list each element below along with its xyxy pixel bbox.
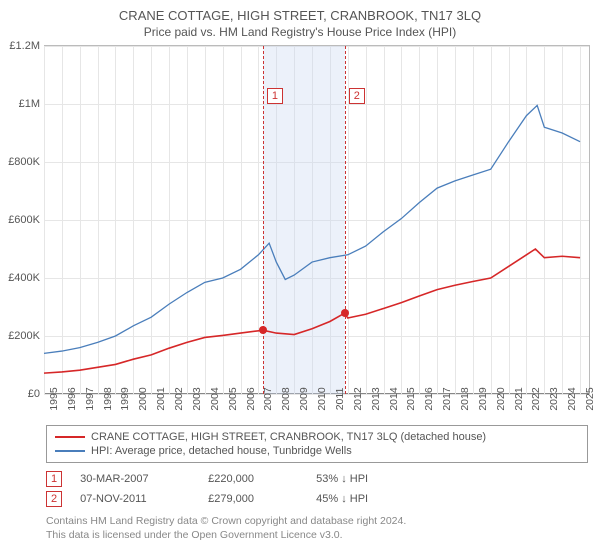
legend-label: CRANE COTTAGE, HIGH STREET, CRANBROOK, T…	[91, 431, 486, 443]
event-row-tag: 2	[46, 491, 62, 507]
x-tick-label: 2001	[151, 387, 167, 410]
x-tick-label: 2003	[187, 387, 203, 410]
event-marker	[259, 326, 267, 334]
x-tick-label: 2024	[562, 387, 578, 410]
footer-line: Contains HM Land Registry data © Crown c…	[46, 515, 588, 529]
x-tick-label: 1998	[98, 387, 114, 410]
chart-subtitle: Price paid vs. HM Land Registry's House …	[0, 23, 600, 45]
x-tick-label: 2012	[348, 387, 364, 410]
y-tick-label: £0	[28, 388, 44, 400]
x-tick-label: 2021	[509, 387, 525, 410]
event-row-date: 07-NOV-2011	[80, 493, 190, 505]
event-row-delta: 53% ↓ HPI	[316, 473, 368, 485]
x-tick-label: 2016	[419, 387, 435, 410]
x-tick-label: 1996	[62, 387, 78, 410]
footer-line: This data is licensed under the Open Gov…	[46, 529, 588, 543]
x-tick-label: 2007	[258, 387, 274, 410]
event-row-price: £220,000	[208, 473, 298, 485]
legend-label: HPI: Average price, detached house, Tunb…	[91, 445, 352, 457]
event-line	[263, 46, 264, 394]
x-tick-label: 2025	[580, 387, 596, 410]
x-tick-label: 2017	[437, 387, 453, 410]
x-labels: 1995199619971998199920002001200220032004…	[44, 393, 590, 415]
x-tick-label: 2014	[384, 387, 400, 410]
legend-swatch	[55, 450, 85, 452]
event-row: 1 30-MAR-2007 £220,000 53% ↓ HPI	[46, 469, 588, 489]
event-row-date: 30-MAR-2007	[80, 473, 190, 485]
y-tick-label: £600K	[8, 214, 44, 226]
x-tick-label: 2019	[473, 387, 489, 410]
x-tick-label: 2005	[223, 387, 239, 410]
x-tick-label: 2002	[169, 387, 185, 410]
footer-attribution: Contains HM Land Registry data © Crown c…	[46, 515, 588, 542]
event-row-delta: 45% ↓ HPI	[316, 493, 368, 505]
chart-title: CRANE COTTAGE, HIGH STREET, CRANBROOK, T…	[0, 0, 600, 23]
x-tick-label: 2011	[330, 388, 346, 411]
event-tag: 2	[349, 88, 365, 104]
event-row-tag: 1	[46, 471, 62, 487]
x-tick-label: 2020	[491, 387, 507, 410]
x-tick-label: 1997	[80, 387, 96, 410]
x-tick-label: 2023	[544, 387, 560, 410]
y-tick-label: £1M	[19, 98, 44, 110]
plot-area: £0£200K£400K£600K£800K£1M£1.2M12	[44, 45, 590, 394]
y-tick-label: £400K	[8, 272, 44, 284]
x-tick-label: 2010	[312, 387, 328, 410]
event-marker	[341, 309, 349, 317]
x-tick-label: 2018	[455, 387, 471, 410]
legend-swatch	[55, 436, 85, 438]
x-tick-label: 2022	[526, 387, 542, 410]
legend-row: HPI: Average price, detached house, Tunb…	[55, 444, 579, 458]
x-tick-label: 2009	[294, 387, 310, 410]
events-table: 1 30-MAR-2007 £220,000 53% ↓ HPI 2 07-NOV-201…	[46, 469, 588, 509]
x-tick-label: 2004	[205, 387, 221, 410]
chart-area: £0£200K£400K£600K£800K£1M£1.2M12 1995199…	[44, 45, 590, 415]
y-tick-label: £1.2M	[9, 40, 44, 52]
y-tick-label: £800K	[8, 156, 44, 168]
legend-row: CRANE COTTAGE, HIGH STREET, CRANBROOK, T…	[55, 430, 579, 444]
event-tag: 1	[267, 88, 283, 104]
x-tick-label: 1995	[44, 387, 60, 410]
series-line	[44, 105, 580, 353]
x-tick-label: 2015	[401, 387, 417, 410]
x-tick-label: 1999	[115, 387, 131, 410]
x-tick-label: 2000	[133, 387, 149, 410]
legend: CRANE COTTAGE, HIGH STREET, CRANBROOK, T…	[46, 425, 588, 463]
series-svg	[44, 46, 589, 394]
x-tick-label: 2006	[241, 387, 257, 410]
y-tick-label: £200K	[8, 330, 44, 342]
event-row: 2 07-NOV-2011 £279,000 45% ↓ HPI	[46, 489, 588, 509]
x-tick-label: 2013	[366, 387, 382, 410]
x-tick-label: 2008	[276, 387, 292, 410]
event-row-price: £279,000	[208, 493, 298, 505]
event-line	[345, 46, 346, 394]
series-line	[44, 249, 580, 373]
